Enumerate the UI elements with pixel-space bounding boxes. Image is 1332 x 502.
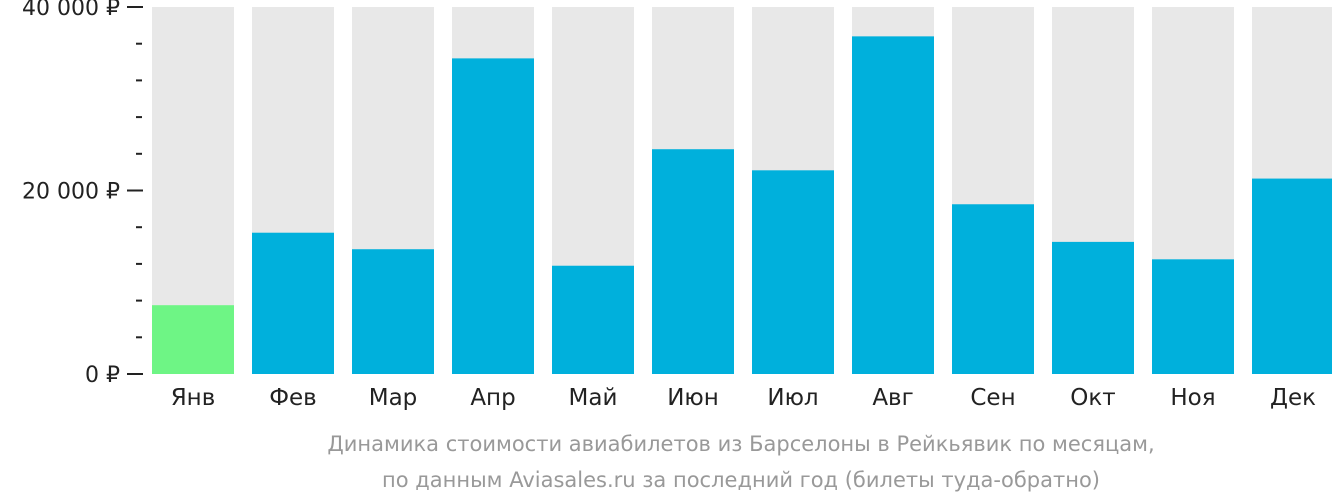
x-tick-label: Ноя <box>1170 385 1215 411</box>
bar-6[interactable] <box>652 149 734 374</box>
x-tick-label: Окт <box>1070 385 1115 411</box>
y-tick-label: 20 000 ₽ <box>22 180 120 205</box>
bar-12[interactable] <box>1252 178 1332 374</box>
x-tick-label: Дек <box>1270 385 1316 411</box>
x-tick-label: Апр <box>470 385 515 411</box>
bar-10[interactable] <box>1052 241 1134 374</box>
x-tick-label: Сен <box>970 385 1015 411</box>
x-tick-label: Янв <box>171 385 216 411</box>
bar-11[interactable] <box>1152 259 1234 374</box>
x-tick-label: Июл <box>767 385 818 411</box>
chart-caption-line-2: по данным Aviasales.ru за последний год … <box>382 468 1100 492</box>
price-bar-chart: 0 ₽ 20 000 ₽ 40 000 ₽ Янв Фев Мар Апр Май Июн Ию… <box>22 0 1332 411</box>
bar-3[interactable] <box>352 249 434 374</box>
bar-8[interactable] <box>852 36 934 375</box>
bar-2[interactable] <box>252 232 334 374</box>
bar-5[interactable] <box>552 265 634 374</box>
x-tick-label: Май <box>569 385 618 411</box>
bar-9[interactable] <box>952 204 1034 374</box>
y-tick-label: 40 000 ₽ <box>22 0 120 21</box>
y-axis: 0 ₽ 20 000 ₽ 40 000 ₽ <box>22 0 143 388</box>
x-tick-label: Авг <box>872 385 913 411</box>
x-tick-label: Июн <box>667 385 719 411</box>
data-bars <box>152 36 1332 375</box>
x-tick-label: Фев <box>269 385 317 411</box>
chart-caption-line-1: Динамика стоимости авиабилетов из Барсел… <box>327 432 1155 456</box>
bar-7[interactable] <box>752 170 834 374</box>
y-tick-label: 0 ₽ <box>85 363 120 388</box>
bar-4[interactable] <box>452 58 534 374</box>
x-tick-label: Мар <box>369 385 418 411</box>
bar-1[interactable] <box>152 305 234 374</box>
x-axis: Янв Фев Мар Апр Май Июн Июл Авг Сен Окт Ноя Дек <box>171 385 1316 411</box>
